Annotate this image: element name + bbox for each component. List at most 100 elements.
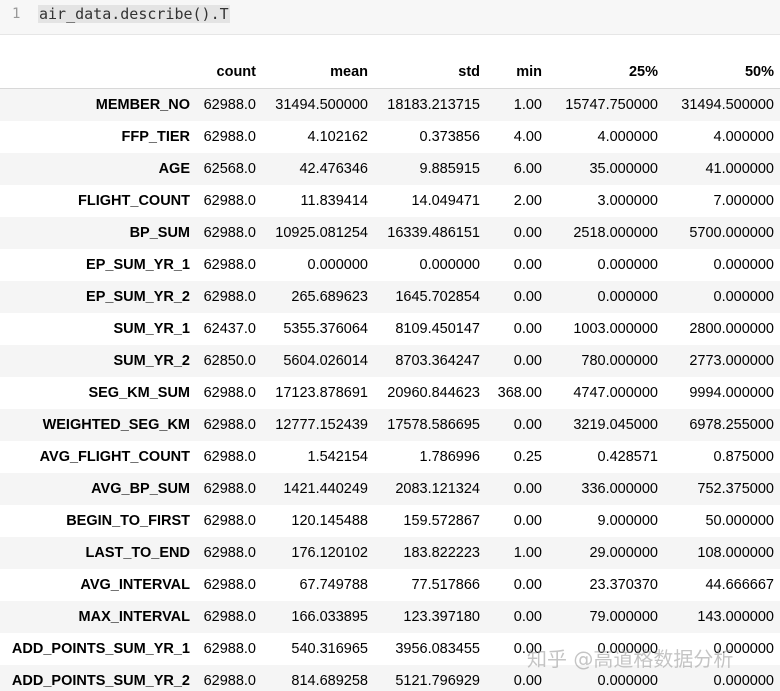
table-row: SUM_YR_1 62437.0 5355.376064 8109.450147 0.0… xyxy=(0,313,780,345)
table-cell: 0.000000 xyxy=(419,256,480,273)
table-cell: 0.000000 xyxy=(597,640,658,657)
table-cell: 166.033895 xyxy=(291,608,368,625)
table-cell: 159.572867 xyxy=(403,512,480,529)
row-label: AVG_INTERVAL xyxy=(80,576,190,593)
table-cell: 0.00 xyxy=(513,288,542,305)
table-cell: 62988.0 xyxy=(203,288,256,305)
table-cell: 1645.702854 xyxy=(395,288,480,305)
table-cell: 12777.152439 xyxy=(275,416,368,433)
row-label: MEMBER_NO xyxy=(95,96,190,113)
table-cell: 31494.500000 xyxy=(681,96,774,113)
table-cell: 62988.0 xyxy=(203,448,256,465)
row-label: ADD_POINTS_SUM_YR_1 xyxy=(11,640,190,657)
table-cell: 336.000000 xyxy=(581,480,658,497)
table-cell: 17123.878691 xyxy=(275,384,368,401)
table-cell: 67.749788 xyxy=(299,576,368,593)
table-cell: 5700.000000 xyxy=(689,224,774,241)
row-label: FLIGHT_COUNT xyxy=(78,192,190,209)
row-label: FFP_TIER xyxy=(121,128,190,145)
table-cell: 2.00 xyxy=(513,192,542,209)
table-cell: 62988.0 xyxy=(203,192,256,209)
table-cell: 8109.450147 xyxy=(395,320,480,337)
table-row: SUM_YR_2 62850.0 5604.026014 8703.364247 0.0… xyxy=(0,344,780,377)
line-number: 1 xyxy=(12,6,21,22)
table-cell: 62988.0 xyxy=(203,544,256,561)
table-cell: 62988.0 xyxy=(203,96,256,113)
column-header: min xyxy=(486,56,548,89)
output-area: count mean std min 25% 50% MEMBER_NO 6298… xyxy=(0,56,780,691)
table-cell: 0.00 xyxy=(513,416,542,433)
table-cell: 0.00 xyxy=(513,320,542,337)
table-cell: 23.370370 xyxy=(589,576,658,593)
table-cell: 4.000000 xyxy=(713,128,774,145)
table-cell: 0.00 xyxy=(513,512,542,529)
code-input[interactable]: air_data.describe().T xyxy=(38,5,230,23)
column-header xyxy=(0,56,196,89)
table-row: AVG_BP_SUM 62988.0 1421.440249 2083.121324 0… xyxy=(0,472,780,505)
table-cell: 0.000000 xyxy=(597,256,658,273)
column-header: 50% xyxy=(664,56,780,89)
table-cell: 1.786996 xyxy=(419,448,480,465)
table-row: AGE 62568.0 42.476346 9.885915 6.00 35.000000… xyxy=(0,152,780,185)
table-cell: 3.000000 xyxy=(597,192,658,209)
table-cell: 62988.0 xyxy=(203,480,256,497)
table-cell: 62988.0 xyxy=(203,416,256,433)
table-cell: 1003.000000 xyxy=(573,320,658,337)
describe-table: count mean std min 25% 50% MEMBER_NO 6298… xyxy=(0,56,780,691)
table-cell: 2083.121324 xyxy=(395,480,480,497)
table-row: MEMBER_NO 62988.0 31494.500000 18183.213715… xyxy=(0,88,780,121)
table-row: EP_SUM_YR_1 62988.0 0.000000 0.000000 0.00 0.… xyxy=(0,249,780,281)
table-cell: 7.000000 xyxy=(713,192,774,209)
table-cell: 62988.0 xyxy=(203,640,256,657)
table-row: LAST_TO_END 62988.0 176.120102 183.822223 1.… xyxy=(0,536,780,569)
table-cell: 1.542154 xyxy=(307,448,368,465)
table-row: ADD_POINTS_SUM_YR_2 62988.0 814.689258 5121… xyxy=(0,664,780,691)
table-row: SEG_KM_SUM 62988.0 17123.878691 20960.84462… xyxy=(0,377,780,409)
table-row: AVG_INTERVAL 62988.0 67.749788 77.517866 0.0… xyxy=(0,569,780,601)
row-label: MAX_INTERVAL xyxy=(78,608,190,625)
table-cell: 9994.000000 xyxy=(689,384,774,401)
table-cell: 62568.0 xyxy=(203,160,256,177)
table-cell: 1.00 xyxy=(513,544,542,561)
table-cell: 79.000000 xyxy=(589,608,658,625)
table-cell: 0.00 xyxy=(513,608,542,625)
table-cell: 4747.000000 xyxy=(573,384,658,401)
table-cell: 50.000000 xyxy=(705,512,774,529)
table-cell: 368.00 xyxy=(497,384,542,401)
row-label: AVG_FLIGHT_COUNT xyxy=(39,448,190,465)
table-cell: 9.885915 xyxy=(419,160,480,177)
table-cell: 752.375000 xyxy=(697,480,774,497)
table-row: ADD_POINTS_SUM_YR_1 62988.0 540.316965 3956… xyxy=(0,633,780,665)
table-cell: 29.000000 xyxy=(589,544,658,561)
table-cell: 0.000000 xyxy=(307,256,368,273)
table-cell: 6.00 xyxy=(513,160,542,177)
table-cell: 62437.0 xyxy=(203,320,256,337)
table-cell: 62850.0 xyxy=(203,352,256,369)
table-row: BP_SUM 62988.0 10925.081254 16339.486151 0.0… xyxy=(0,216,780,249)
code-cell[interactable]: 1 air_data.describe().T xyxy=(0,0,780,35)
table-cell: 42.476346 xyxy=(299,160,368,177)
table-row: BEGIN_TO_FIRST 62988.0 120.145488 159.57286… xyxy=(0,505,780,537)
table-cell: 16339.486151 xyxy=(387,224,480,241)
table-cell: 0.00 xyxy=(513,480,542,497)
column-header: 25% xyxy=(548,56,664,89)
row-label: SEG_KM_SUM xyxy=(88,384,190,401)
table-cell: 143.000000 xyxy=(697,608,774,625)
table-row: EP_SUM_YR_2 62988.0 265.689623 1645.702854 0… xyxy=(0,280,780,313)
table-cell: 0.00 xyxy=(513,224,542,241)
table-cell: 31494.500000 xyxy=(275,96,368,113)
table-cell: 2800.000000 xyxy=(689,320,774,337)
table-cell: 62988.0 xyxy=(203,608,256,625)
table-cell: 780.000000 xyxy=(581,352,658,369)
table-cell: 62988.0 xyxy=(203,576,256,593)
row-label: LAST_TO_END xyxy=(85,544,190,561)
table-cell: 0.428571 xyxy=(597,448,658,465)
table-cell: 265.689623 xyxy=(291,288,368,305)
table-cell: 5355.376064 xyxy=(283,320,368,337)
table-cell: 35.000000 xyxy=(589,160,658,177)
table-cell: 41.000000 xyxy=(705,160,774,177)
table-cell: 0.875000 xyxy=(713,448,774,465)
watermark: 知乎 @高道格数据分析 xyxy=(527,647,734,671)
table-row: FLIGHT_COUNT 62988.0 11.839414 14.049471 2.0… xyxy=(0,185,780,217)
table-row: FFP_TIER 62988.0 4.102162 0.373856 4.00 4.000… xyxy=(0,121,780,153)
